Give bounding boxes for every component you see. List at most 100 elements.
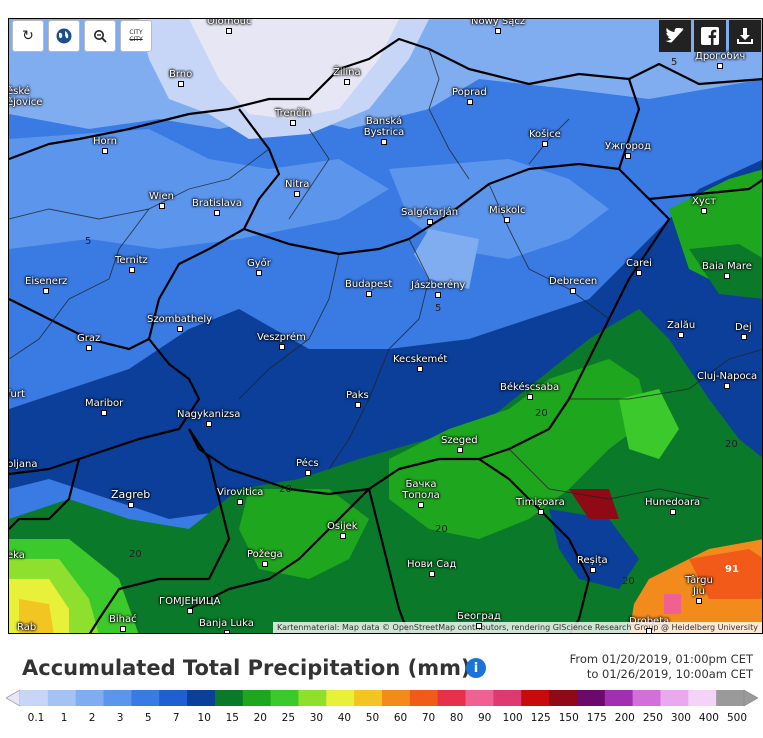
scale-label: 500 <box>726 712 748 724</box>
city-label: Wien <box>149 191 174 202</box>
city-label: Pécs <box>296 458 319 469</box>
city-label: Olomouc <box>207 18 252 27</box>
precipitation-field <box>9 19 762 633</box>
precipitation-map[interactable]: Olomouc Nowy Sącz Brno Žilina Дрогобич P… <box>8 18 763 634</box>
city-dot <box>226 28 232 34</box>
city-label: Baia Mare <box>702 261 752 272</box>
city-label: Banja Luka <box>199 618 254 629</box>
city-label: Jászberény <box>411 280 466 291</box>
city-label: Szombathely <box>147 314 213 325</box>
city-label: Požega <box>247 549 283 560</box>
scale-label: 25 <box>281 712 296 724</box>
city-dot <box>344 79 350 85</box>
scale-swatch <box>493 690 522 706</box>
city-dot <box>128 267 135 273</box>
date-range: From 01/20/2019, 01:00pm CET to 01/26/20… <box>570 652 753 682</box>
city-label: Нови Сад <box>407 559 457 570</box>
scale-swatch <box>549 690 578 706</box>
scale-swatch <box>159 690 188 706</box>
city-label: Bihać <box>109 614 137 625</box>
city-dot <box>177 81 184 87</box>
date-to: to 01/26/2019, 10:00am CET <box>586 667 753 681</box>
city-labels-toggle[interactable]: CITY CITY <box>120 20 152 52</box>
city-label: Osijek <box>327 521 358 532</box>
city-dot <box>426 219 433 225</box>
city-label: Ужгород <box>605 141 651 152</box>
edge-label: ějovice <box>8 97 43 108</box>
city-label: Eisenerz <box>25 276 68 287</box>
city-label: Košice <box>529 129 561 140</box>
city-dot <box>542 141 548 147</box>
download-icon <box>737 28 753 44</box>
city-label: Veszprém <box>257 332 306 343</box>
scale-swatch <box>131 690 160 706</box>
city-dot <box>717 63 723 69</box>
scale-labels: 0.1 1 2 3 5 7 10 15 20 25 30 40 50 60 70 80 90 100 125 150 1… <box>0 712 763 730</box>
facebook-button[interactable] <box>694 20 726 52</box>
scale-label: 400 <box>698 712 719 724</box>
city-dot <box>101 410 107 416</box>
isoline-label: 5 <box>671 57 678 68</box>
city-label: Cluj-Napoca <box>697 371 758 382</box>
city-label: Nowy Sącz <box>471 18 526 27</box>
zoom-out-button[interactable] <box>84 20 116 52</box>
scale-label: 15 <box>225 712 239 724</box>
edge-label: Rab <box>17 622 37 633</box>
info-button[interactable]: i <box>466 658 486 678</box>
scale-label: 2 <box>88 712 96 724</box>
city-label: Zagreb <box>111 488 151 501</box>
city-dot <box>646 628 652 633</box>
city-dot <box>294 191 300 197</box>
scale-swatch <box>688 690 717 706</box>
city-dot <box>589 567 596 573</box>
city-dot <box>278 344 285 350</box>
city-dot <box>158 203 165 209</box>
city-dot <box>625 153 631 159</box>
scale-swatch <box>576 690 606 706</box>
legend-title: Accumulated Total Precipitation (mm) <box>22 656 471 680</box>
scale-swatch <box>187 690 216 706</box>
isoline-label: 5 <box>435 303 442 314</box>
city-dot <box>526 394 533 400</box>
city-dot <box>740 334 747 340</box>
city-dot <box>678 332 684 338</box>
city-label: Бачка Топола <box>402 479 440 501</box>
city-label: Hunedoara <box>645 497 701 508</box>
city-dot <box>504 217 510 223</box>
scale-swatch <box>270 690 299 706</box>
scale-swatch <box>354 690 383 706</box>
city-dot <box>476 623 482 629</box>
isoline-label: 20 <box>435 524 448 535</box>
city-label: Ternitz <box>115 255 148 266</box>
isoline-label: 20 <box>129 549 142 560</box>
scale-swatch <box>214 690 244 706</box>
date-from: From 01/20/2019, 01:00pm CET <box>569 652 753 666</box>
city-label: Carei <box>626 258 652 269</box>
scale-swatch <box>409 690 439 706</box>
city-dot <box>669 509 676 515</box>
download-button[interactable] <box>729 20 761 52</box>
refresh-button[interactable]: ↻ <box>12 20 44 52</box>
city-dot <box>636 270 642 276</box>
city-dot <box>381 139 387 145</box>
scale-label: 250 <box>642 712 663 724</box>
globe-button[interactable] <box>48 20 80 52</box>
scale-swatch <box>716 690 745 706</box>
city-label: Žilina <box>333 67 361 78</box>
isoline-label: 91 <box>725 564 739 575</box>
city-dot <box>354 402 361 408</box>
scale-swatch <box>242 690 272 706</box>
twitter-button[interactable] <box>659 20 691 52</box>
isoline-label: 20 <box>279 484 292 495</box>
scale-label: 80 <box>449 712 464 724</box>
facebook-icon <box>701 27 719 45</box>
city-label: Banská Bystrica <box>363 116 405 138</box>
scale-label: 7 <box>172 712 180 724</box>
city-dot <box>214 210 220 216</box>
scale-swatch <box>326 690 355 706</box>
zoom-out-icon <box>94 30 107 43</box>
scale-label: 30 <box>309 712 324 724</box>
city-dot <box>237 499 243 505</box>
city-label: Budapest <box>345 279 393 290</box>
city-dot <box>304 470 311 476</box>
